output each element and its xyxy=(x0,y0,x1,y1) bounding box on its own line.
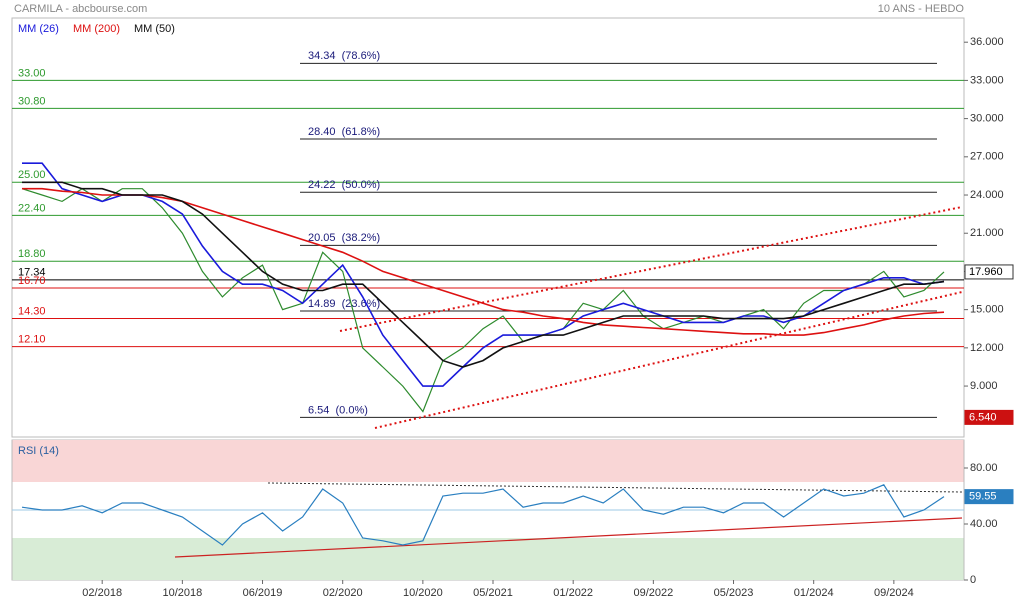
level-label: 17.34 xyxy=(18,267,46,279)
x-tick-label: 06/2019 xyxy=(243,587,283,599)
y-tick-label: 0 xyxy=(970,574,976,586)
indicator-line xyxy=(22,181,945,368)
rsi-zone xyxy=(12,538,964,580)
y-tick-label: 80.00 xyxy=(970,462,998,474)
x-tick-label: 05/2021 xyxy=(473,587,513,599)
level-label: 16.70 xyxy=(18,275,46,287)
indicator-line xyxy=(21,484,945,546)
x-tick-label: 02/2020 xyxy=(323,587,363,599)
price-panel xyxy=(11,17,965,438)
fib-label: 20.05 (38.2%) xyxy=(308,232,380,244)
level-label: 25.00 xyxy=(18,169,46,181)
y-tick-label: 33.000 xyxy=(970,74,1004,86)
x-tick-label: 02/2018 xyxy=(82,587,122,599)
rsi-zone xyxy=(12,440,964,482)
x-tick-label: 01/2022 xyxy=(553,587,593,599)
price-tag xyxy=(964,409,1014,425)
chart-subtitle: 10 ANS - HEBDO xyxy=(878,3,965,15)
y-tick-label: 27.000 xyxy=(970,151,1004,163)
trendline xyxy=(339,206,963,332)
fib-label: 28.40 (61.8%) xyxy=(308,126,380,138)
y-tick-label: 40.00 xyxy=(970,518,998,530)
legend-entry: MM (50) xyxy=(134,23,175,35)
price-tag-label: 59.55 xyxy=(969,491,997,503)
fib-label: 24.22 (50.0%) xyxy=(308,179,380,191)
y-tick-label: 21.000 xyxy=(970,227,1004,239)
legend-entry: MM (26) xyxy=(18,23,59,35)
rsi-title: RSI (14) xyxy=(18,445,59,457)
y-tick-label: 9.000 xyxy=(970,380,998,392)
level-label: 12.10 xyxy=(18,333,46,345)
fib-label: 14.89 (23.6%) xyxy=(308,298,380,310)
x-tick-label: 05/2023 xyxy=(714,587,754,599)
trendlines xyxy=(339,206,963,429)
x-tick-label: 09/2022 xyxy=(633,587,673,599)
rsi-trendline xyxy=(174,517,963,558)
x-tick-label: 01/2024 xyxy=(794,587,834,599)
y-tick-label: 15.000 xyxy=(970,304,1004,316)
x-tick-label: 09/2024 xyxy=(874,587,914,599)
chart-title: CARMILA - abcbourse.com xyxy=(14,3,147,15)
price-tag xyxy=(964,489,1014,505)
level-label: 30.80 xyxy=(18,95,46,107)
price-tag-label: 17.960 xyxy=(969,266,1003,278)
y-tick-label: 24.000 xyxy=(970,189,1004,201)
level-label: 22.40 xyxy=(18,202,46,214)
y-tick-label: 36.000 xyxy=(970,36,1004,48)
level-label: 33.00 xyxy=(18,67,46,79)
y-tick-label: 12.000 xyxy=(970,342,1004,354)
y-tick-label: 30.000 xyxy=(970,113,1004,125)
x-tick-label: 10/2020 xyxy=(403,587,443,599)
trendline xyxy=(374,291,963,429)
level-label: 14.30 xyxy=(18,305,46,317)
x-tick-label: 10/2018 xyxy=(162,587,202,599)
indicator-line xyxy=(22,162,945,387)
price-tag-label: 6.540 xyxy=(969,411,997,423)
fib-label: 6.54 (0.0%) xyxy=(308,404,368,416)
price-tag xyxy=(964,264,1014,280)
legend-entry: MM (200) xyxy=(73,23,120,35)
fib-label: 34.34 (78.6%) xyxy=(308,50,380,62)
level-label: 18.80 xyxy=(18,248,46,260)
